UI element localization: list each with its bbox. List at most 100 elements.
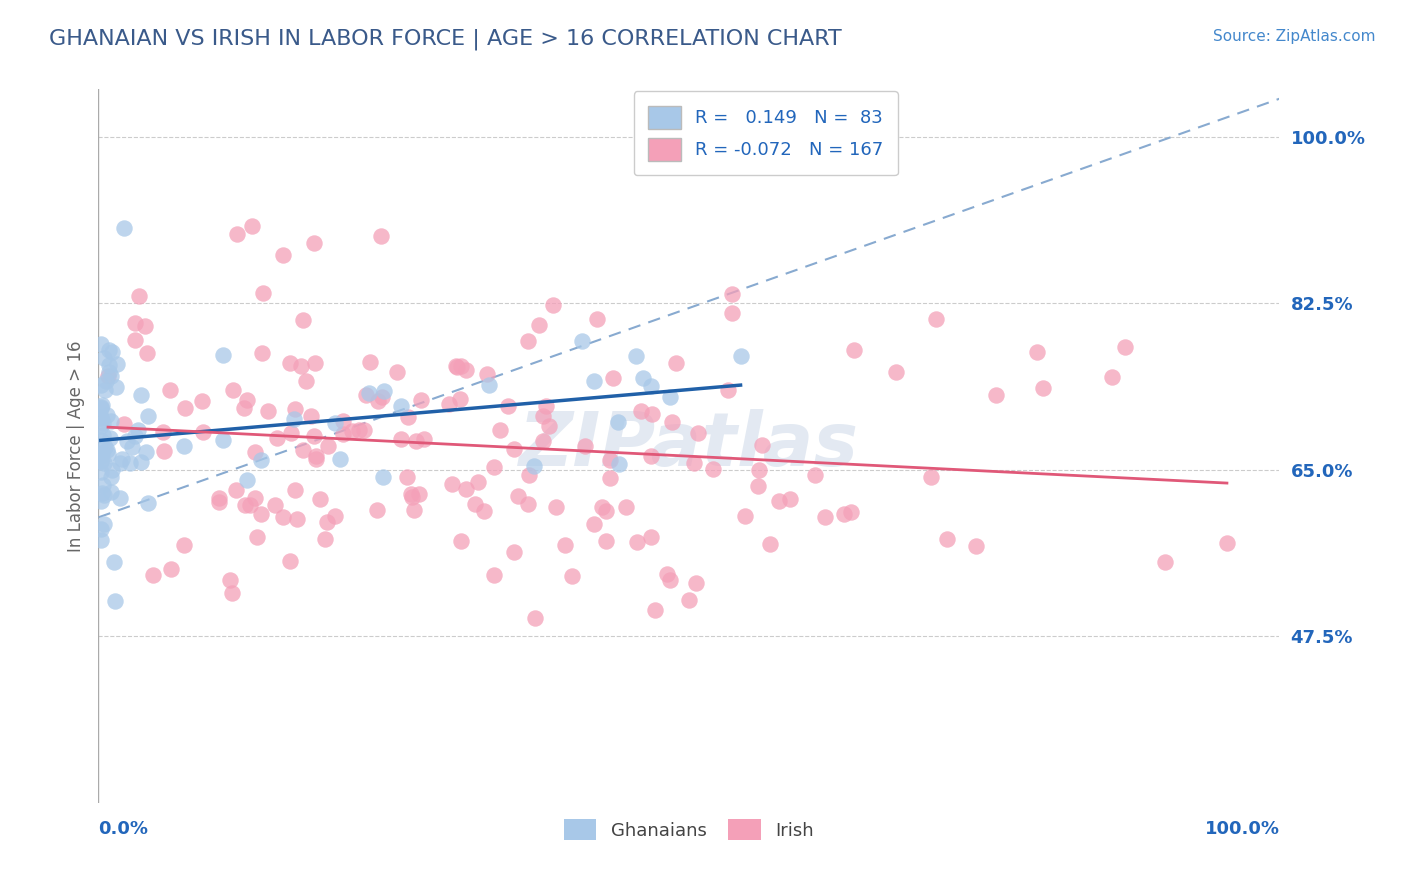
Point (292, 443, 315, 458)
Point (90, 493, 112, 508)
Point (404, 502, 426, 516)
Point (640, 378, 662, 392)
Point (257, 404, 280, 418)
Point (285, 512, 308, 526)
Point (583, 374, 606, 388)
Point (607, 457, 630, 471)
Point (517, 468, 540, 483)
Point (212, 348, 235, 362)
Point (347, 423, 370, 437)
Point (839, 505, 862, 519)
Point (93, 488, 115, 502)
Point (94, 441, 117, 455)
Point (91, 428, 114, 442)
Point (371, 390, 394, 404)
Point (508, 489, 530, 503)
Point (759, 537, 782, 551)
Point (142, 568, 165, 582)
Point (100, 344, 122, 359)
Point (103, 555, 125, 569)
Point (271, 509, 294, 524)
Point (252, 286, 274, 301)
Point (208, 491, 231, 505)
Point (475, 368, 498, 382)
Point (90, 486, 112, 500)
Point (779, 491, 801, 506)
Point (538, 418, 561, 433)
Point (93, 456, 115, 470)
Point (595, 504, 617, 518)
Point (935, 532, 957, 546)
Point (730, 349, 752, 363)
Point (678, 592, 700, 607)
Point (574, 439, 596, 453)
Point (173, 401, 195, 416)
Point (97, 358, 120, 372)
Point (633, 371, 655, 385)
Point (531, 434, 554, 449)
Point (121, 440, 143, 454)
Point (450, 534, 472, 549)
Point (129, 388, 152, 402)
Point (90, 400, 112, 414)
Point (105, 357, 128, 371)
Point (315, 515, 337, 529)
Point (449, 392, 471, 407)
Point (96, 442, 118, 457)
Point (97, 365, 120, 379)
Point (665, 356, 688, 370)
Point (314, 532, 336, 546)
Point (304, 429, 326, 443)
Point (90, 454, 112, 468)
Point (136, 345, 159, 359)
Text: Source: ZipAtlas.com: Source: ZipAtlas.com (1212, 29, 1375, 44)
Point (112, 221, 135, 235)
Point (136, 409, 159, 423)
Point (925, 312, 948, 326)
Point (245, 445, 267, 459)
Point (104, 380, 127, 394)
Point (329, 452, 352, 467)
Text: ZIPatlas: ZIPatlas (519, 409, 859, 483)
Point (842, 343, 865, 357)
Point (208, 495, 231, 509)
Point (437, 397, 460, 411)
Point (396, 470, 419, 484)
Point (517, 334, 540, 349)
Point (159, 562, 181, 576)
Point (591, 500, 613, 514)
Point (389, 432, 412, 446)
Point (1216, 535, 1239, 549)
Text: GHANAIAN VS IRISH IN LABOR FORCE | AGE > 16 CORRELATION CHART: GHANAIAN VS IRISH IN LABOR FORCE | AGE >… (49, 29, 842, 50)
Point (984, 387, 1007, 401)
Point (720, 287, 742, 301)
Point (340, 424, 363, 438)
Point (219, 573, 242, 587)
Point (100, 485, 122, 500)
Point (191, 394, 214, 409)
Point (965, 539, 987, 553)
Point (90, 434, 112, 448)
Point (409, 392, 432, 407)
Point (527, 318, 550, 332)
Point (602, 371, 624, 385)
Point (222, 383, 245, 397)
Point (136, 496, 159, 510)
Point (523, 610, 546, 624)
Point (1026, 345, 1049, 359)
Point (523, 458, 546, 473)
Point (108, 491, 131, 505)
Point (412, 432, 434, 446)
Point (401, 490, 423, 504)
Point (97, 447, 120, 461)
Point (90, 377, 112, 392)
Point (482, 460, 505, 475)
Point (1032, 381, 1054, 395)
Point (90, 533, 112, 547)
Point (599, 471, 621, 485)
Point (1153, 555, 1175, 569)
Point (128, 288, 150, 302)
Point (212, 433, 235, 447)
Point (599, 453, 621, 467)
Point (90, 454, 112, 468)
